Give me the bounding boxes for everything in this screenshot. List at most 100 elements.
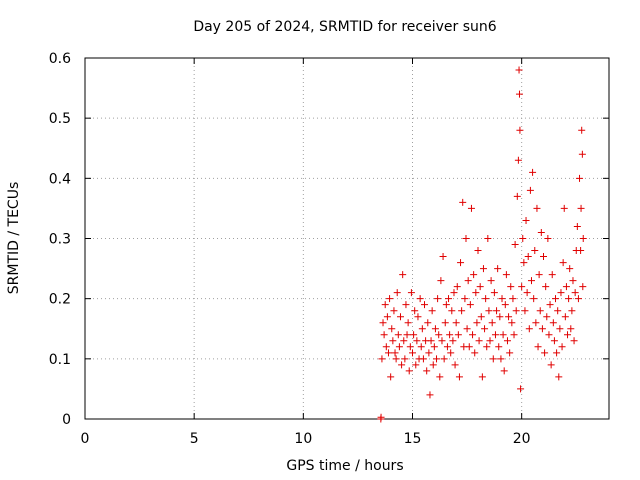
data-point xyxy=(406,343,414,351)
data-point xyxy=(390,307,398,315)
data-point xyxy=(443,343,451,351)
data-point xyxy=(434,295,442,303)
data-point xyxy=(514,156,522,164)
data-point xyxy=(391,349,399,357)
data-point xyxy=(381,301,389,309)
y-axis: 0 0.1 0.2 0.3 0.4 0.5 0.6 xyxy=(49,51,609,428)
data-point xyxy=(499,331,507,339)
data-point xyxy=(538,325,546,333)
data-point xyxy=(470,271,478,279)
data-point xyxy=(534,343,542,351)
data-point xyxy=(477,313,485,321)
data-point xyxy=(465,343,473,351)
data-point xyxy=(403,331,411,339)
data-point xyxy=(478,373,486,381)
data-point xyxy=(516,126,524,134)
data-point xyxy=(515,90,523,98)
data-point xyxy=(522,216,530,224)
y-tick-label: 0.6 xyxy=(49,51,71,67)
x-axis: 0 5 10 15 20 xyxy=(81,58,531,447)
x-tick-label: 15 xyxy=(404,431,422,447)
data-point xyxy=(484,235,492,242)
data-point xyxy=(509,295,517,303)
data-point xyxy=(436,373,444,381)
data-point xyxy=(393,289,401,297)
data-point xyxy=(493,307,501,315)
x-tick-label: 10 xyxy=(294,431,312,447)
data-point xyxy=(556,325,564,333)
data-point xyxy=(557,289,565,297)
data-point xyxy=(553,349,561,357)
x-tick-label: 5 xyxy=(190,431,199,447)
data-point xyxy=(570,337,578,345)
data-point xyxy=(447,349,455,357)
data-point xyxy=(429,361,437,369)
data-point xyxy=(541,349,549,357)
data-point xyxy=(546,301,554,309)
data-point xyxy=(517,385,525,393)
data-point xyxy=(412,361,420,369)
data-point xyxy=(533,204,541,212)
data-point xyxy=(502,271,510,279)
chart-title: Day 205 of 2024, SRMTID for receiver sun… xyxy=(193,19,496,35)
data-point xyxy=(433,355,441,363)
data-point xyxy=(501,301,509,309)
data-point xyxy=(543,313,551,321)
data-point xyxy=(445,295,453,303)
data-point xyxy=(399,271,407,279)
data-point xyxy=(463,325,471,333)
data-point xyxy=(561,313,569,321)
data-point xyxy=(540,253,547,261)
data-point xyxy=(530,295,538,303)
data-point xyxy=(525,325,533,333)
data-point xyxy=(454,331,462,339)
data-point xyxy=(383,313,391,321)
data-point xyxy=(489,355,497,363)
data-point xyxy=(395,343,403,351)
data-point xyxy=(389,337,397,345)
data-point xyxy=(524,253,532,261)
data-points xyxy=(377,66,587,423)
data-point xyxy=(394,331,402,339)
data-point xyxy=(548,271,556,279)
data-point xyxy=(474,247,482,255)
data-point xyxy=(431,325,439,333)
data-point xyxy=(414,313,422,321)
data-point xyxy=(559,259,567,267)
data-point xyxy=(574,295,582,303)
data-point xyxy=(441,319,449,327)
x-tick-label: 20 xyxy=(513,431,531,447)
data-point xyxy=(577,247,585,255)
data-point xyxy=(549,319,557,327)
data-point xyxy=(519,235,527,242)
data-point xyxy=(459,198,467,206)
data-point xyxy=(579,283,587,291)
data-point xyxy=(578,150,586,158)
data-point xyxy=(482,295,490,303)
data-point xyxy=(488,319,496,327)
data-point xyxy=(523,289,531,297)
data-point xyxy=(448,307,456,315)
y-tick-label: 0.1 xyxy=(49,352,71,368)
data-point xyxy=(532,319,540,327)
data-point xyxy=(388,325,396,333)
data-point xyxy=(424,319,432,327)
data-point xyxy=(438,337,446,345)
data-point xyxy=(527,277,535,285)
data-point xyxy=(435,331,443,339)
data-point xyxy=(511,241,519,249)
data-point xyxy=(466,301,474,309)
data-point xyxy=(453,283,461,291)
data-point xyxy=(473,319,481,327)
data-point xyxy=(496,313,504,321)
data-point xyxy=(469,331,477,339)
data-point xyxy=(380,331,388,339)
data-point xyxy=(450,289,458,297)
data-point xyxy=(491,331,499,339)
y-tick-label: 0.2 xyxy=(49,292,71,308)
data-point xyxy=(576,174,584,182)
data-point xyxy=(526,186,534,194)
data-point xyxy=(505,313,513,321)
y-tick-label: 0.5 xyxy=(49,111,71,127)
